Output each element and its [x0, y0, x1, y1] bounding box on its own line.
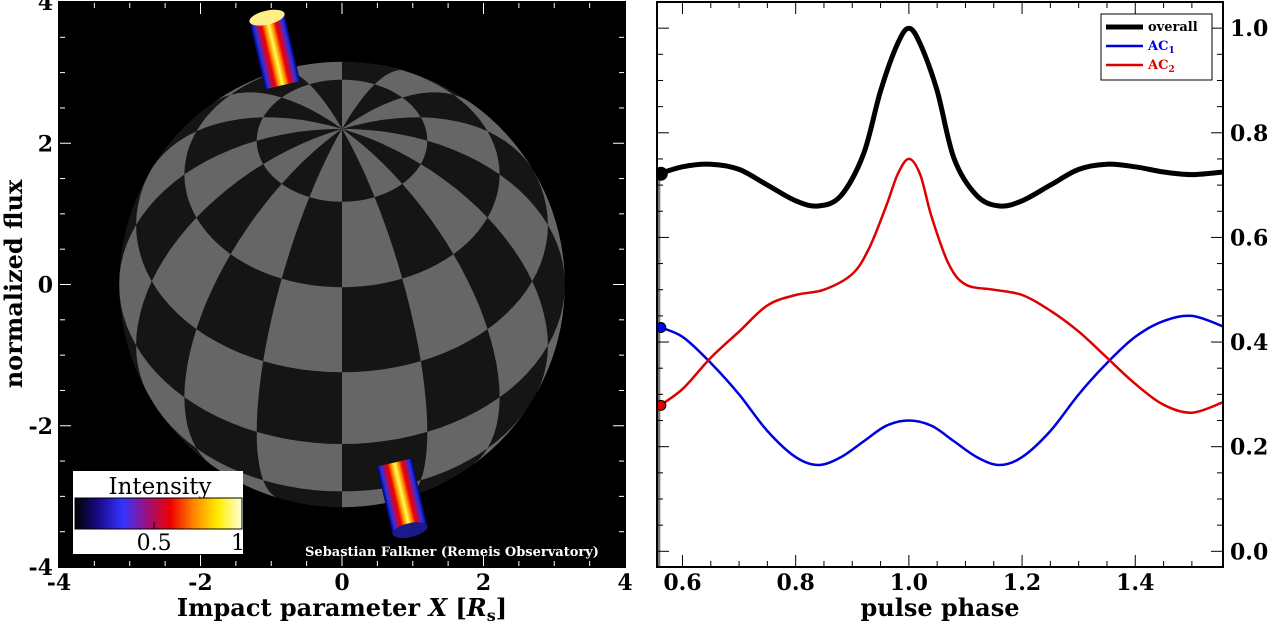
- left-x-axis-label: Impact parameter X [Rs]: [177, 593, 507, 625]
- column-body: [249, 13, 301, 90]
- left-y-tick-label: -4: [29, 555, 53, 581]
- legend-label: AC1: [1147, 39, 1175, 56]
- pulse-profile-curves: [657, 25, 1223, 567]
- sphere-tile: [374, 70, 454, 98]
- left-x-tick-label: -4: [47, 570, 71, 596]
- sphere-tile: [256, 431, 342, 492]
- sphere-tile: [230, 183, 310, 279]
- sphere-tile: [487, 174, 548, 282]
- colorbar-tick-label: 1: [231, 531, 245, 556]
- sphere-tile: [263, 128, 342, 184]
- right-x-tick-label: 1.4: [1116, 570, 1154, 596]
- sphere-tile: [151, 217, 231, 330]
- neutron-star-sphere: [119, 61, 565, 508]
- right-x-tick-label: 0.6: [663, 570, 701, 596]
- sphere-tile: [402, 164, 488, 255]
- sphere-tile: [342, 197, 403, 288]
- phase-marker-AC2: [657, 399, 667, 411]
- right-y-tick-label: 0.6: [1230, 225, 1268, 251]
- left-plot-frame: [58, 1, 626, 568]
- right-y-tick-label: 0.4: [1230, 330, 1268, 356]
- sphere-tile: [184, 140, 264, 218]
- left-y-tick-label: 2: [38, 131, 53, 157]
- left-tick-labels: -4 -2 0 2 4 4 2 0 -2 -4: [29, 0, 633, 596]
- right-panel: 0.6 0.8 1.0 1.2 1.4 0.0 0.2 0.4 0.6 0.8 1.0 pulse …: [656, 1, 1268, 622]
- sphere-tile: [420, 117, 500, 175]
- column-cap: [392, 522, 428, 539]
- left-x-tick-label: -2: [188, 570, 212, 596]
- left-x-tick-label: 4: [617, 570, 632, 596]
- sphere-tile: [342, 128, 403, 198]
- sphere-tile: [420, 397, 500, 481]
- sphere-tile: [453, 94, 533, 169]
- sphere-tile: [136, 131, 197, 225]
- sphere-tile: [309, 128, 342, 202]
- right-plot-background: [657, 2, 1223, 567]
- right-x-axis-label: pulse phase: [860, 593, 1019, 622]
- series-line-AC1: [657, 314, 1223, 467]
- sphere-tile: [136, 345, 197, 449]
- sphere-tile: [342, 361, 428, 444]
- accretion-column-1: [249, 9, 301, 90]
- colorbar-tick-label: 0.5: [137, 531, 172, 556]
- sphere-tile: [342, 97, 421, 129]
- legend-label: AC2: [1147, 58, 1175, 75]
- right-x-tick-label: 1.2: [1003, 570, 1041, 596]
- sphere-tile: [281, 84, 342, 129]
- colorbar: Intensity 0.5 1: [73, 471, 245, 556]
- sphere-tile: [487, 281, 548, 398]
- colorbar-gradient: [74, 497, 243, 530]
- legend: overall AC1 AC2: [1100, 13, 1213, 81]
- accretion-columns: [249, 9, 428, 539]
- sphere-tile: [184, 329, 264, 432]
- right-plot-frame: [656, 1, 1224, 568]
- sphere-tile: [196, 92, 282, 132]
- sphere-tile: [256, 117, 342, 141]
- left-panel: Intensity 0.5 1 Sebastian Falkner (Remeis…: [0, 0, 633, 625]
- phase-marker-overall: [657, 166, 668, 181]
- sphere-tile: [119, 224, 152, 346]
- left-y-tick-label: -2: [29, 414, 53, 440]
- series-line-AC2: [657, 157, 1223, 414]
- right-tick-labels: 0.6 0.8 1.0 1.2 1.4 0.0 0.2 0.4 0.6 0.8 1.0: [663, 16, 1268, 596]
- series-line-overall: [657, 25, 1223, 209]
- legend-label: overall: [1148, 20, 1198, 35]
- right-y-tick-label: 1.0: [1230, 16, 1268, 42]
- sphere-tile: [342, 128, 428, 165]
- right-y-tick-label: 0.0: [1230, 539, 1268, 565]
- right-y-tick-label: 0.2: [1230, 435, 1268, 461]
- colorbar-title: Intensity: [109, 474, 212, 500]
- left-y-tick-label: 0: [38, 273, 53, 299]
- accretion-column-2: [376, 458, 428, 539]
- sphere-tile: [263, 278, 342, 373]
- right-axis-ticks: [657, 1, 1223, 567]
- column-cap: [249, 9, 285, 26]
- sphere-tile: [342, 79, 375, 129]
- right-x-tick-label: 1.0: [890, 570, 928, 596]
- left-x-tick-label: 2: [476, 570, 491, 596]
- phase-marker-AC1: [657, 322, 667, 334]
- colorbar-ticks: 0.5 1: [137, 522, 245, 556]
- left-y-tick-label: 4: [38, 0, 53, 16]
- sphere-tile: [402, 254, 488, 362]
- credit-text: Sebastian Falkner (Remeis Observatory): [305, 545, 599, 560]
- left-x-tick-label: 0: [334, 570, 349, 596]
- column-body: [376, 458, 428, 535]
- right-y-tick-label: 0.8: [1230, 121, 1268, 147]
- left-y-axis-label: normalized flux: [0, 179, 28, 388]
- right-x-tick-label: 0.8: [777, 570, 815, 596]
